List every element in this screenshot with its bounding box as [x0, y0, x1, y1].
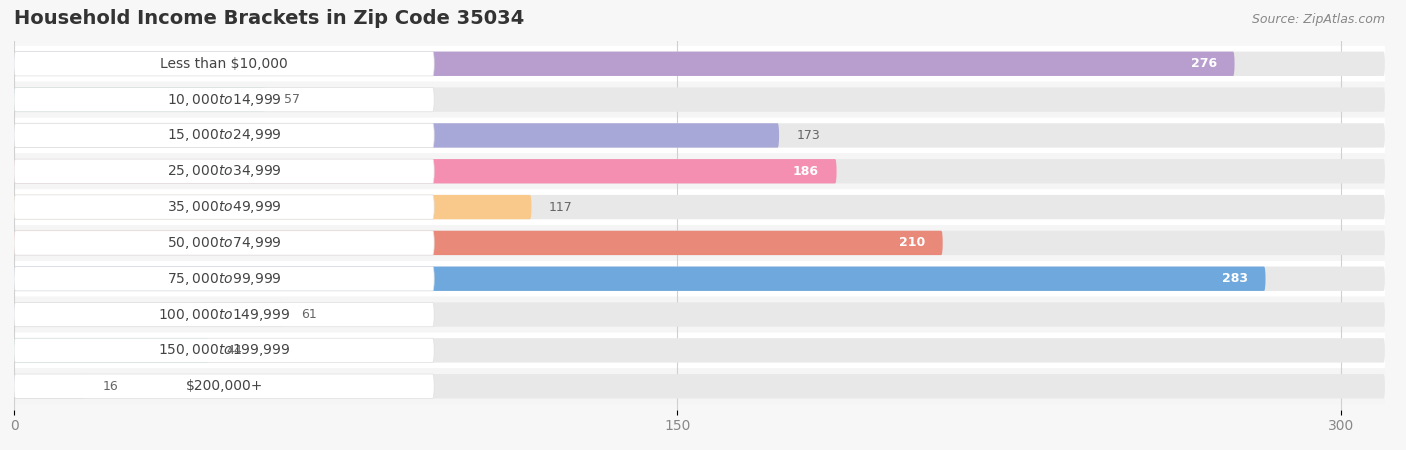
Text: Source: ZipAtlas.com: Source: ZipAtlas.com	[1251, 14, 1385, 27]
Text: $100,000 to $149,999: $100,000 to $149,999	[157, 306, 290, 323]
FancyBboxPatch shape	[14, 338, 208, 363]
Text: 173: 173	[797, 129, 821, 142]
FancyBboxPatch shape	[14, 52, 1234, 76]
Text: $50,000 to $74,999: $50,000 to $74,999	[167, 235, 281, 251]
FancyBboxPatch shape	[14, 195, 531, 219]
FancyBboxPatch shape	[14, 266, 1385, 291]
FancyBboxPatch shape	[14, 52, 434, 76]
FancyBboxPatch shape	[14, 231, 942, 255]
Text: Household Income Brackets in Zip Code 35034: Household Income Brackets in Zip Code 35…	[14, 9, 524, 28]
Text: 186: 186	[793, 165, 818, 178]
FancyBboxPatch shape	[14, 297, 1385, 333]
FancyBboxPatch shape	[14, 195, 1385, 219]
FancyBboxPatch shape	[14, 374, 434, 398]
FancyBboxPatch shape	[14, 195, 434, 219]
FancyBboxPatch shape	[14, 87, 1385, 112]
FancyBboxPatch shape	[14, 153, 1385, 189]
FancyBboxPatch shape	[14, 374, 84, 398]
FancyBboxPatch shape	[14, 231, 1385, 255]
FancyBboxPatch shape	[14, 87, 266, 112]
FancyBboxPatch shape	[14, 52, 1385, 76]
FancyBboxPatch shape	[14, 225, 1385, 261]
Text: 16: 16	[103, 380, 118, 393]
Text: $75,000 to $99,999: $75,000 to $99,999	[167, 271, 281, 287]
Text: 117: 117	[550, 201, 572, 214]
FancyBboxPatch shape	[14, 46, 1385, 82]
FancyBboxPatch shape	[14, 302, 284, 327]
Text: $25,000 to $34,999: $25,000 to $34,999	[167, 163, 281, 179]
FancyBboxPatch shape	[14, 302, 434, 327]
FancyBboxPatch shape	[14, 117, 1385, 153]
Text: $15,000 to $24,999: $15,000 to $24,999	[167, 127, 281, 144]
FancyBboxPatch shape	[14, 266, 1265, 291]
FancyBboxPatch shape	[14, 338, 434, 363]
Text: Less than $10,000: Less than $10,000	[160, 57, 288, 71]
FancyBboxPatch shape	[14, 261, 1385, 297]
FancyBboxPatch shape	[14, 302, 1385, 327]
Text: 44: 44	[226, 344, 242, 357]
FancyBboxPatch shape	[14, 123, 779, 148]
Text: 57: 57	[284, 93, 299, 106]
FancyBboxPatch shape	[14, 87, 434, 112]
Text: $35,000 to $49,999: $35,000 to $49,999	[167, 199, 281, 215]
Text: $10,000 to $14,999: $10,000 to $14,999	[167, 92, 281, 108]
FancyBboxPatch shape	[14, 159, 837, 184]
FancyBboxPatch shape	[14, 189, 1385, 225]
FancyBboxPatch shape	[14, 368, 1385, 404]
FancyBboxPatch shape	[14, 231, 434, 255]
Text: 210: 210	[898, 236, 925, 249]
FancyBboxPatch shape	[14, 123, 434, 148]
FancyBboxPatch shape	[14, 266, 434, 291]
FancyBboxPatch shape	[14, 159, 434, 184]
Text: 276: 276	[1191, 57, 1216, 70]
Text: 61: 61	[301, 308, 318, 321]
FancyBboxPatch shape	[14, 123, 1385, 148]
Text: $150,000 to $199,999: $150,000 to $199,999	[157, 342, 290, 358]
FancyBboxPatch shape	[14, 374, 1385, 398]
FancyBboxPatch shape	[14, 82, 1385, 117]
Text: $200,000+: $200,000+	[186, 379, 263, 393]
FancyBboxPatch shape	[14, 338, 1385, 363]
FancyBboxPatch shape	[14, 159, 1385, 184]
FancyBboxPatch shape	[14, 333, 1385, 368]
Text: 283: 283	[1222, 272, 1249, 285]
